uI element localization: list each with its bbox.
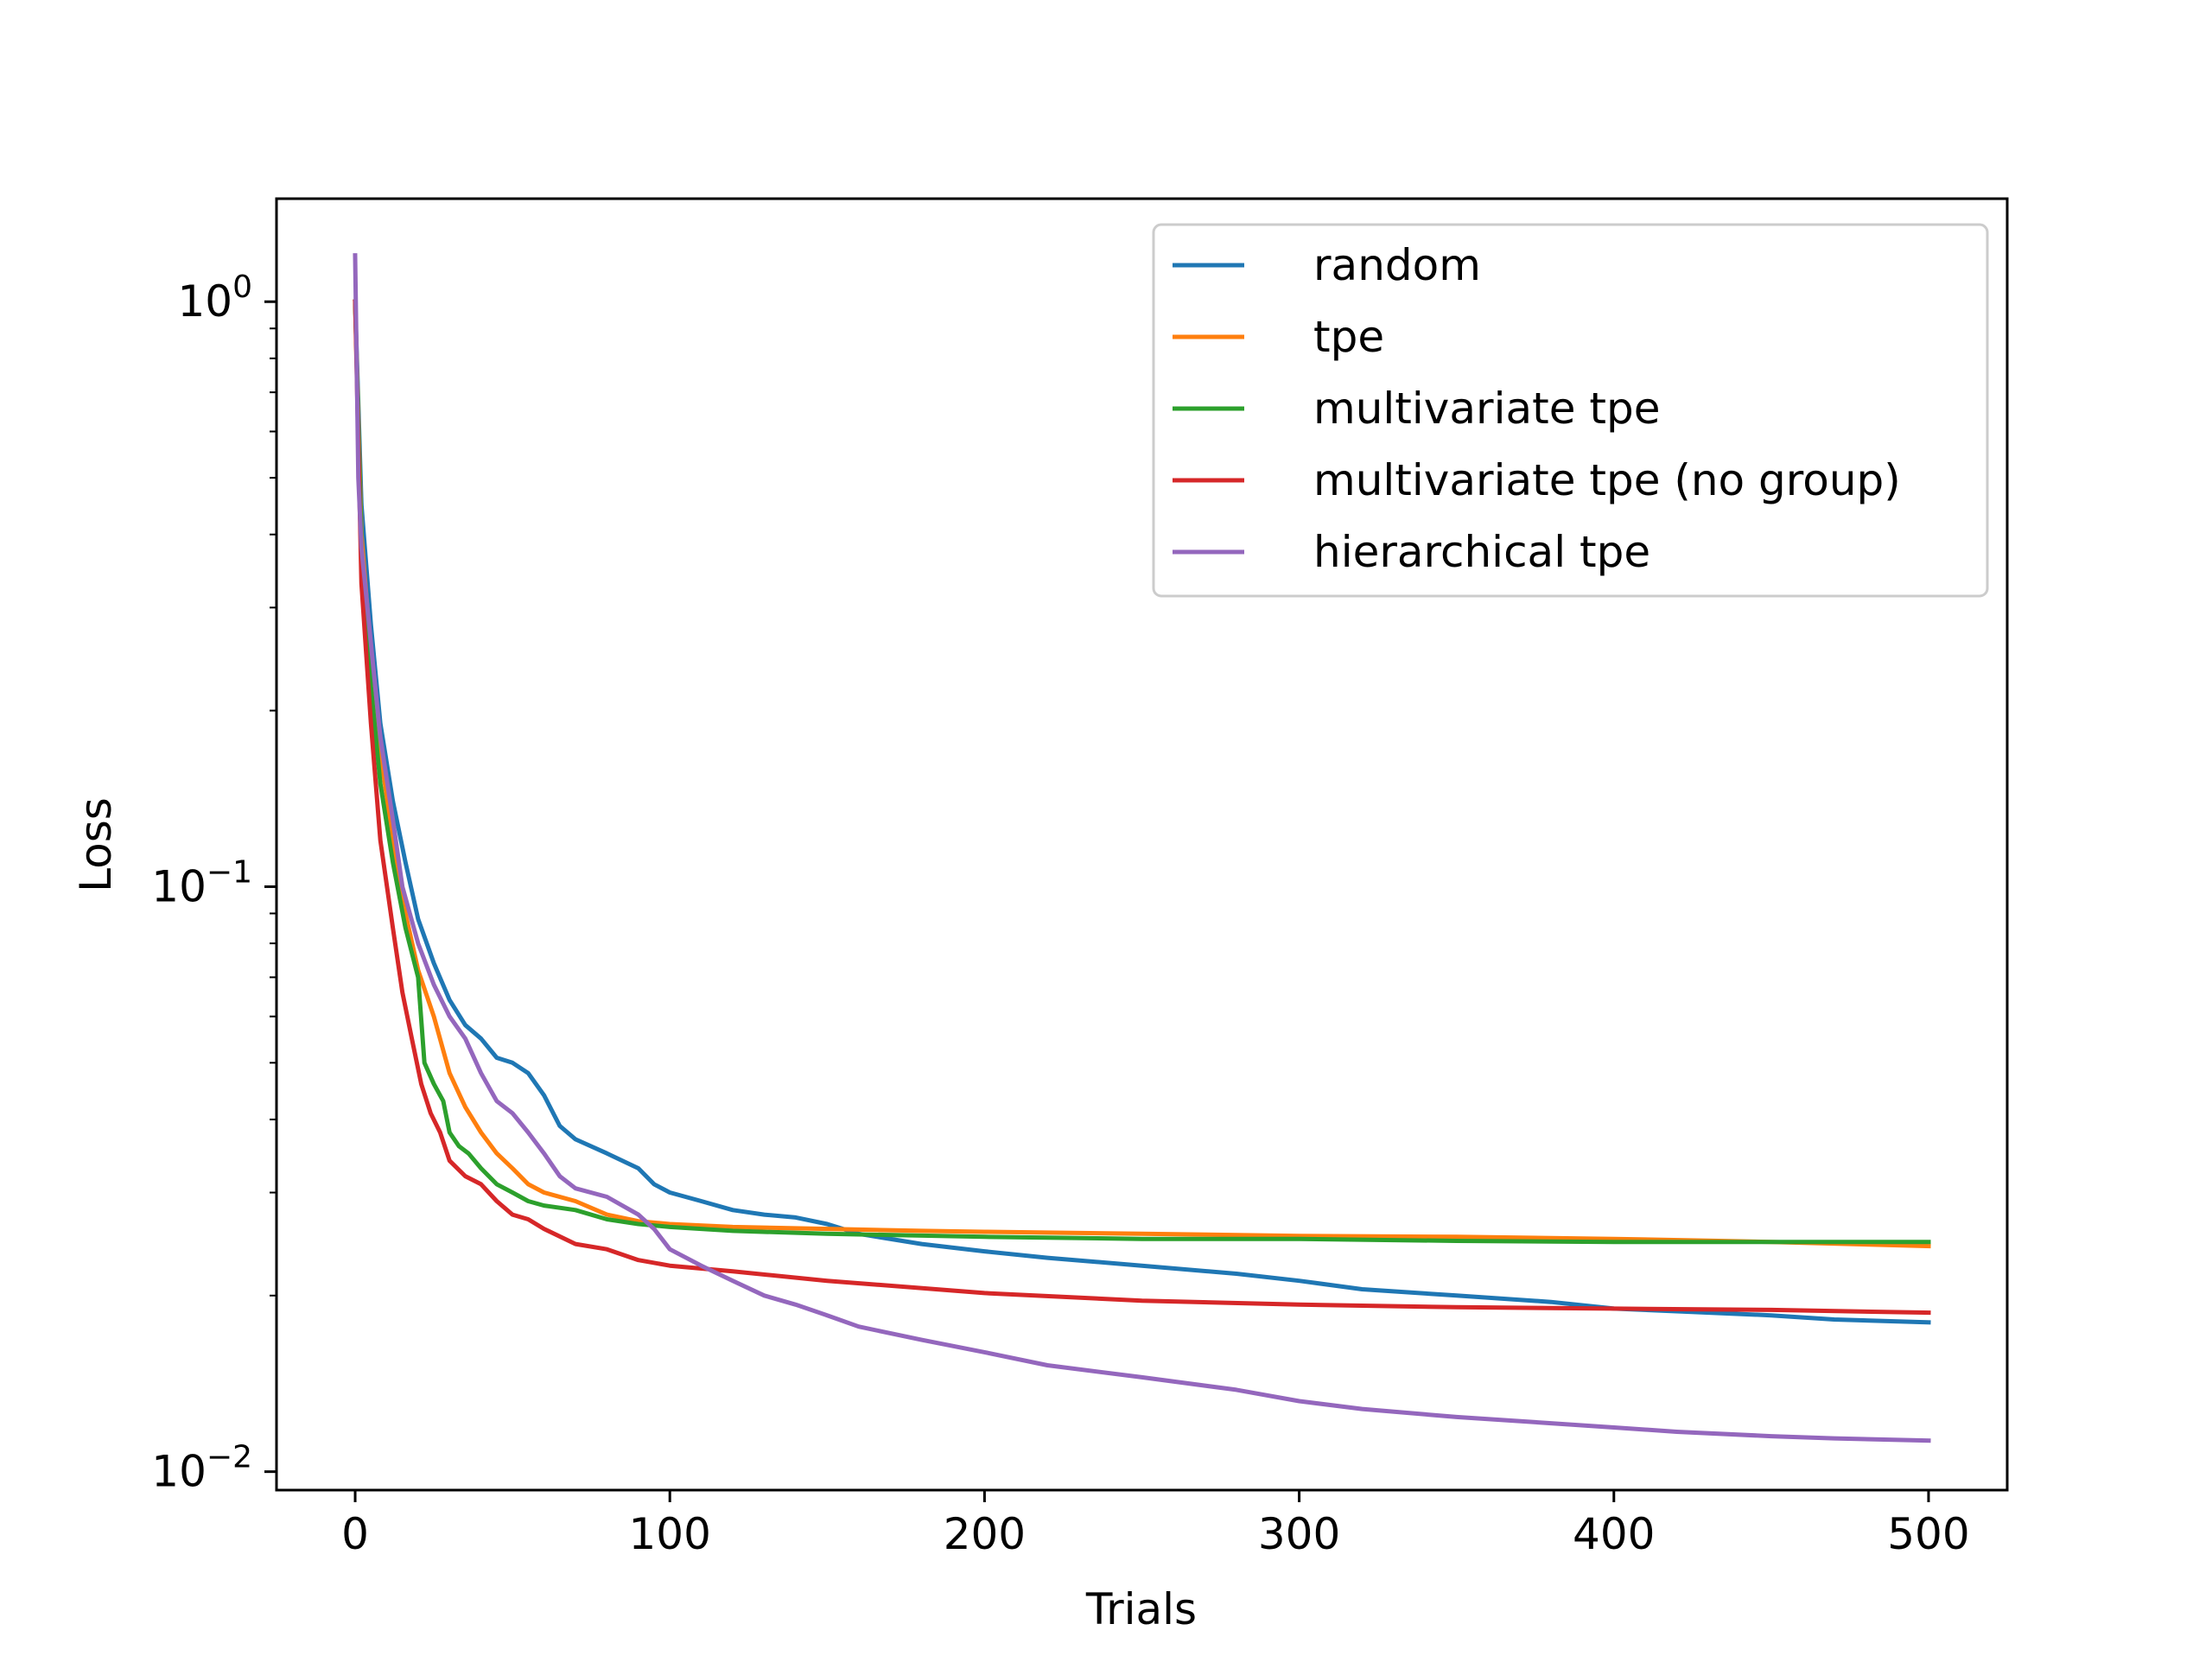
legend-label-3: multivariate tpe (no group) [1313, 455, 1901, 505]
y-tick-label: 10−1 [151, 854, 252, 911]
x-tick-label: 300 [1258, 1509, 1340, 1559]
legend-label-2: multivariate tpe [1313, 384, 1660, 434]
y-axis-label: Loss [71, 797, 121, 892]
y-tick-label: 100 [177, 270, 252, 327]
legend-label-1: tpe [1313, 312, 1384, 362]
x-axis-label: Trials [1085, 1584, 1197, 1634]
x-tick-label: 200 [944, 1509, 1026, 1559]
plot-frame [275, 197, 2009, 1492]
series-line-2 [353, 299, 1931, 1245]
legend-items: random tpe multivariate tpe multivariate tp… [1173, 240, 1901, 577]
legend: random tpe multivariate tpe multivariate tp… [1152, 223, 1989, 598]
x-tick-label: 100 [629, 1509, 711, 1559]
legend-label-4: hierarchical tpe [1313, 527, 1650, 577]
y-tick-label: 10−2 [151, 1440, 252, 1497]
legend-box [1152, 223, 1989, 598]
series-line-3 [353, 299, 1931, 1316]
x-tick-label: 400 [1573, 1509, 1655, 1559]
x-axis-ticks: 0 100 200 300 400 500 [341, 1490, 1970, 1559]
legend-label-0: random [1313, 240, 1481, 290]
x-tick-label: 500 [1887, 1509, 1969, 1559]
x-tick-label: 0 [341, 1509, 369, 1559]
series-line-0 [353, 299, 1931, 1325]
y-axis-ticks: 100 10−1 10−2 [151, 270, 276, 1497]
series-line-4 [353, 253, 1931, 1443]
series-layer [353, 253, 1931, 1443]
